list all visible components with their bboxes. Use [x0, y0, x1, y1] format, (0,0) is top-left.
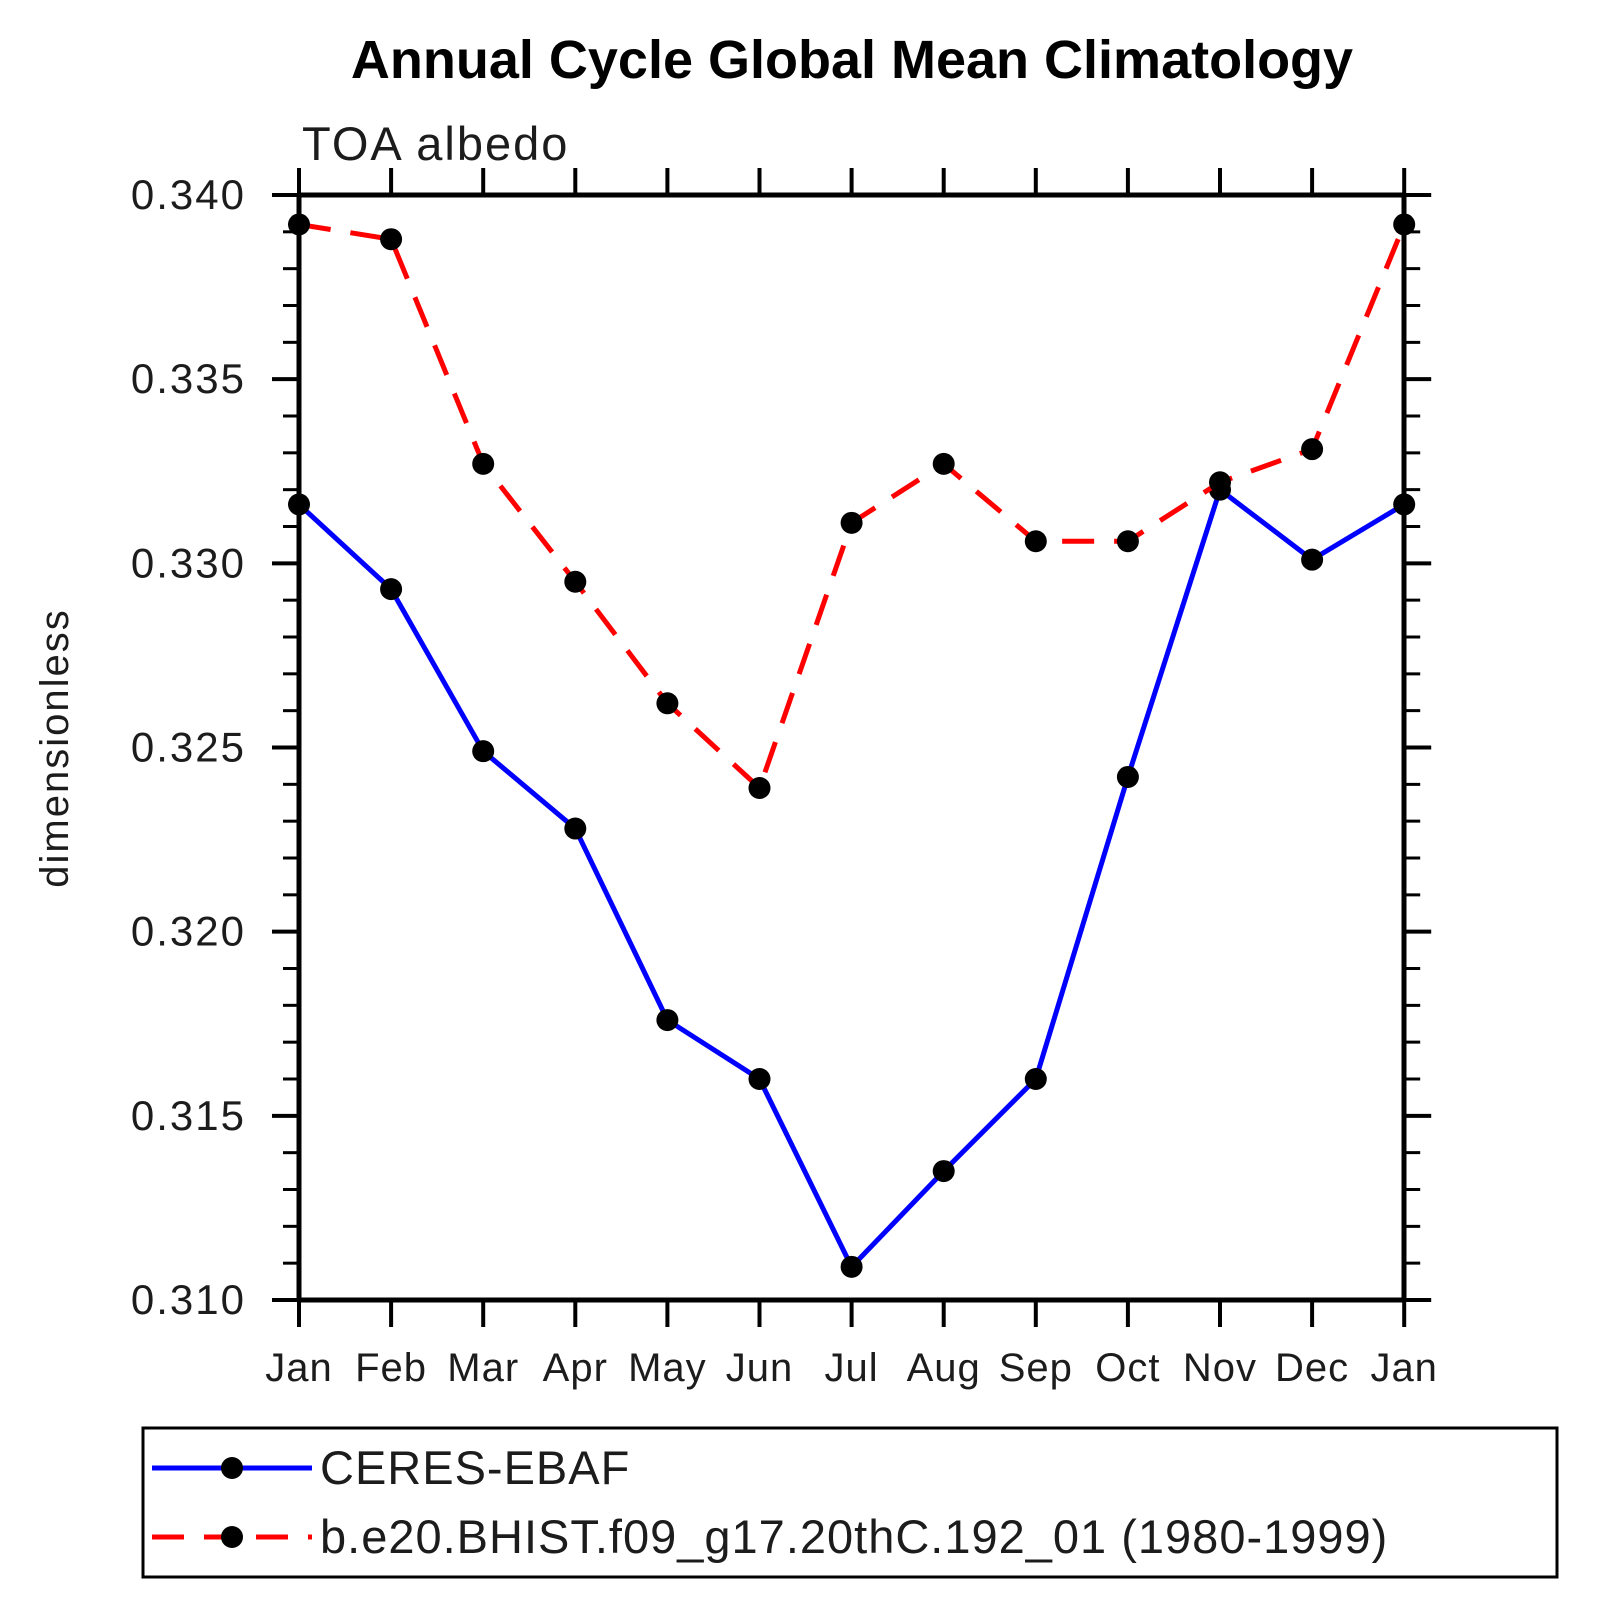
x-tick-label: Mar [447, 1346, 519, 1390]
x-tick-label: Jan [1370, 1346, 1438, 1390]
y-tick-labels: 0.310 0.315 0.320 0.325 0.330 0.335 0.340 [131, 171, 246, 1323]
x-tick-labels: Jan Feb Mar Apr May Jun Jul Aug Sep Oct Nov Dec Jan [265, 1346, 1438, 1390]
data-point-marker [1393, 213, 1416, 236]
x-tick-label: Jun [726, 1346, 794, 1390]
x-tick-label: Dec [1275, 1346, 1349, 1390]
data-point-marker [1024, 530, 1047, 553]
x-tick-label: Jul [825, 1346, 879, 1390]
data-point-marker [1301, 438, 1324, 461]
data-point-marker [1301, 548, 1324, 571]
data-point-marker [1024, 1068, 1047, 1090]
data-point-marker [472, 740, 495, 763]
x-tick-label: Sep [999, 1346, 1073, 1390]
data-point-marker [840, 1255, 863, 1278]
legend-label-ceres: CERES-EBAF [320, 1441, 630, 1494]
y-axis-label: dimensionless [33, 608, 77, 887]
data-series [288, 213, 1416, 1278]
data-point-marker [1116, 765, 1139, 788]
y-tick-label: 0.335 [131, 355, 246, 402]
data-point-marker [380, 578, 403, 601]
legend-label-model: b.e20.BHIST.f09_g17.20thC.192_01 (1980-1… [320, 1510, 1388, 1563]
data-point-marker [288, 493, 310, 516]
data-point-marker [932, 452, 955, 475]
data-point-marker [748, 1068, 771, 1090]
data-point-marker [1209, 471, 1231, 494]
legend-marker-model [221, 1526, 243, 1548]
x-tick-label: Oct [1095, 1346, 1160, 1390]
axis-ticks [272, 168, 1432, 1327]
data-point-marker [564, 570, 587, 593]
data-point-marker [380, 228, 403, 251]
y-tick-label: 0.310 [131, 1276, 246, 1323]
data-point-marker [656, 692, 679, 715]
y-tick-label: 0.340 [131, 171, 246, 218]
data-point-marker [288, 213, 310, 236]
legend-box [141, 1426, 1559, 1579]
data-point-marker [1393, 493, 1416, 516]
y-tick-label: 0.315 [131, 1092, 246, 1139]
legend: CERES-EBAF b.e20.BHIST.f09_g17.20thC.192… [141, 1426, 1559, 1579]
plot-frame [296, 192, 1407, 1303]
y-tick-label: 0.330 [131, 539, 246, 586]
chart-subtitle: TOA albedo [302, 117, 569, 170]
data-point-marker [564, 817, 587, 840]
x-tick-label: Feb [355, 1346, 427, 1390]
data-point-marker [472, 452, 495, 475]
legend-marker-ceres [221, 1457, 243, 1479]
data-point-marker [748, 777, 771, 800]
data-point-marker [840, 511, 863, 534]
x-tick-label: Nov [1183, 1346, 1257, 1390]
data-point-marker [932, 1160, 955, 1183]
data-point-marker [1116, 530, 1139, 553]
x-tick-label: Jan [265, 1346, 333, 1390]
x-tick-label: Apr [543, 1346, 608, 1390]
data-point-marker [656, 1009, 679, 1032]
page-title: Annual Cycle Global Mean Climatology [351, 30, 1353, 90]
y-tick-label: 0.320 [131, 908, 246, 955]
x-tick-label: May [628, 1346, 707, 1390]
series-line-0 [297, 487, 1406, 1270]
x-tick-label: Aug [907, 1346, 981, 1390]
y-tick-label: 0.325 [131, 724, 246, 771]
